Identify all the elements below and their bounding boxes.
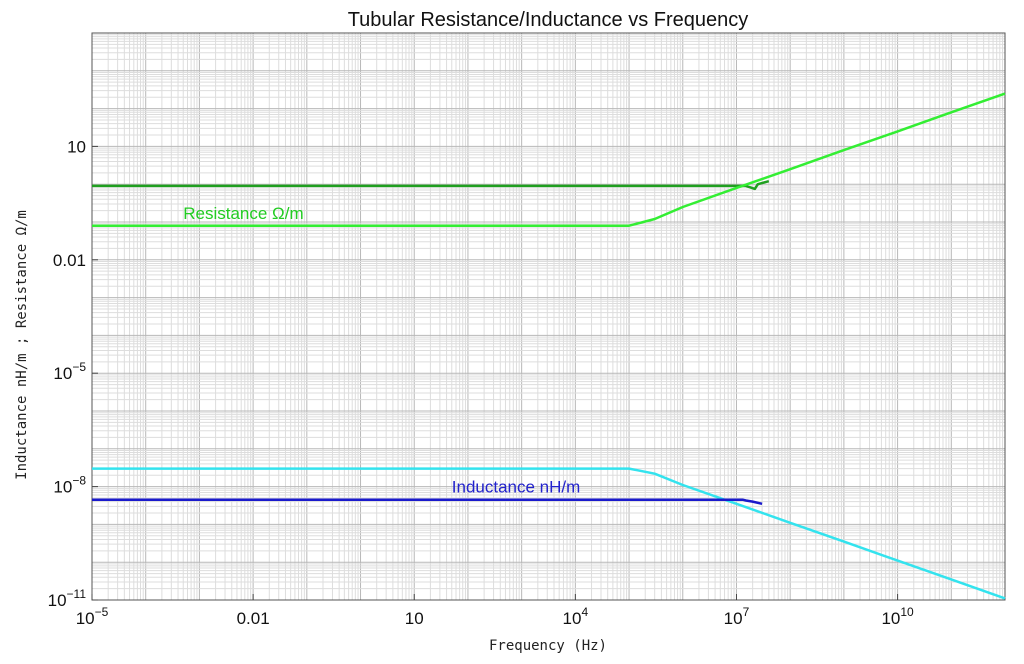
annotation-label: Resistance Ω/m: [183, 204, 303, 223]
y-tick-label: 10: [67, 137, 86, 156]
chart-title: Tubular Resistance/Inductance vs Frequen…: [348, 9, 749, 31]
series-line-1: [92, 179, 770, 191]
y-tick-label: 10−5: [53, 360, 86, 383]
series-line-4: [92, 498, 763, 506]
x-axis-label: Frequency (Hz): [489, 638, 607, 654]
x-tick-label: 1010: [881, 605, 914, 628]
y-tick-label: 10−11: [48, 587, 87, 610]
y-tick-labels: 10−11 10−8 10−5 0.01 10: [48, 137, 98, 610]
x-tick-label: 10−5: [76, 605, 109, 628]
series-group: [92, 92, 1006, 600]
y-axis-label: Inductance nH/m ; Resistance Ω/m: [14, 210, 30, 480]
annotations: Resistance Ω/m Inductance nH/m: [183, 204, 580, 496]
x-tick-label: 0.01: [237, 609, 270, 628]
grid: [91, 33, 1005, 601]
y-tick-label: 0.01: [53, 251, 86, 270]
series-line-3: [92, 467, 1006, 600]
annotation-label: Inductance nH/m: [452, 477, 581, 496]
x-tick-label: 107: [724, 605, 750, 628]
x-tick-labels: 10−5 0.01 10 104 107 1010: [76, 594, 914, 628]
y-tick-label: 10−8: [53, 474, 86, 497]
x-tick-label: 10: [405, 609, 424, 628]
plot-frame: [91, 32, 1006, 601]
series-line-2: [92, 92, 1006, 227]
x-tick-label: 104: [563, 605, 589, 628]
